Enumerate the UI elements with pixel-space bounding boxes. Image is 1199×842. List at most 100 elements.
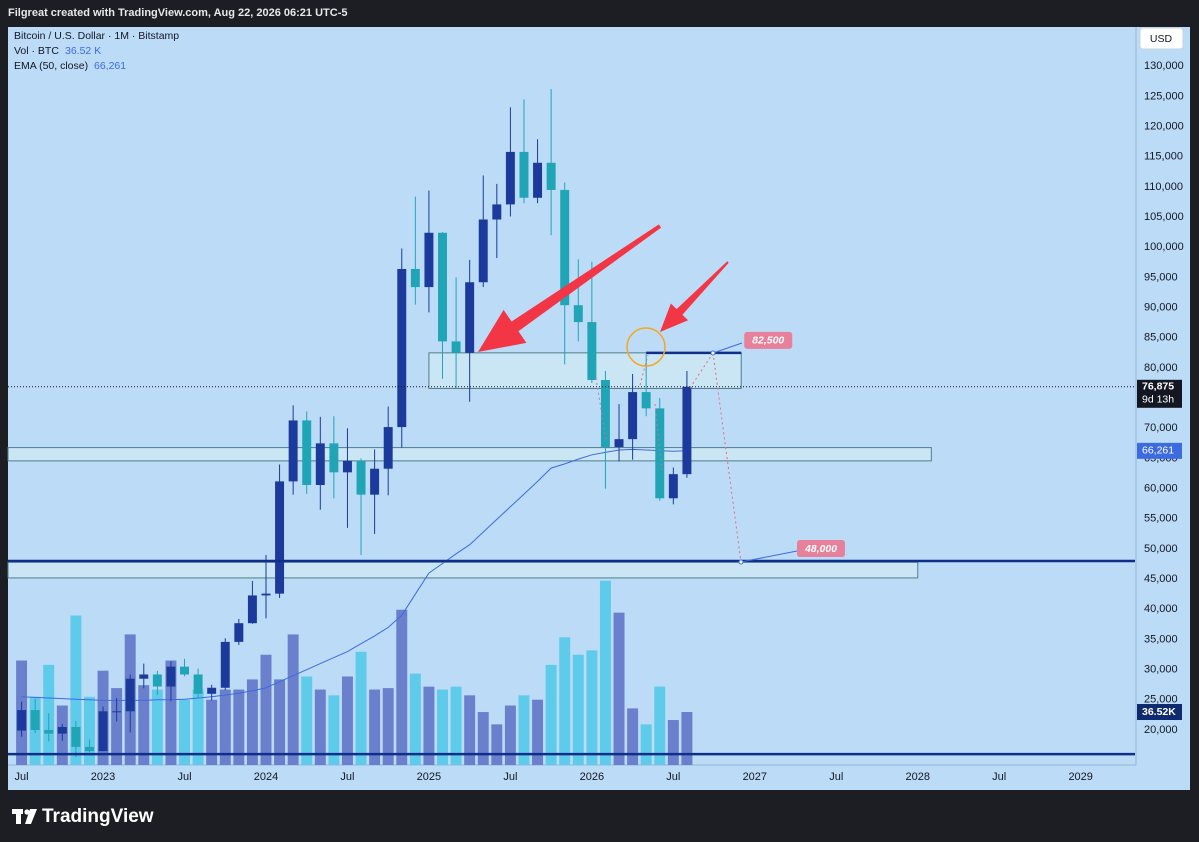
volume-bar bbox=[599, 580, 611, 765]
candle-body bbox=[533, 162, 543, 198]
candle-body bbox=[180, 666, 189, 675]
candle-body bbox=[492, 204, 502, 220]
candle-body bbox=[614, 439, 624, 447]
volume-bar bbox=[192, 689, 204, 765]
y-tick-label: 125,000 bbox=[1144, 90, 1184, 102]
volume-legend: Vol · BTC bbox=[14, 45, 59, 57]
candle-body bbox=[234, 623, 244, 642]
volume-bar bbox=[437, 689, 448, 765]
candle-body bbox=[220, 641, 230, 688]
volume-bar bbox=[328, 695, 340, 765]
candle-body bbox=[329, 443, 339, 473]
arrow bbox=[660, 261, 729, 332]
x-tick-label: 2028 bbox=[906, 771, 930, 783]
volume-bar bbox=[83, 696, 95, 765]
x-tick-label: 2026 bbox=[580, 771, 604, 783]
y-tick-label: 100,000 bbox=[1144, 241, 1184, 253]
candle-body bbox=[139, 674, 149, 679]
volume-bar bbox=[572, 654, 584, 765]
candle-body bbox=[641, 392, 651, 409]
volume-bar bbox=[301, 676, 313, 765]
y-tick-label: 130,000 bbox=[1144, 60, 1184, 72]
price-zone bbox=[428, 352, 742, 389]
volume-bar bbox=[640, 724, 652, 765]
candle-body bbox=[342, 460, 352, 473]
volume-bar bbox=[179, 699, 190, 765]
projection-line bbox=[639, 354, 649, 386]
y-tick-label: 35,000 bbox=[1144, 633, 1178, 645]
volume-bar bbox=[667, 720, 679, 765]
candle-body bbox=[546, 162, 556, 190]
highlight-circle bbox=[626, 327, 666, 367]
x-tick-label: 2023 bbox=[91, 771, 115, 783]
x-tick-label: Jul bbox=[15, 771, 29, 783]
projection-line bbox=[689, 352, 714, 389]
candle-body bbox=[84, 746, 94, 752]
candles-layer bbox=[17, 89, 692, 758]
candle-body bbox=[600, 380, 610, 447]
candle-body bbox=[465, 282, 475, 353]
symbol-title: Bitcoin / U.S. Dollar · 1M · Bitstamp bbox=[14, 30, 179, 42]
volume-bar bbox=[355, 651, 367, 765]
x-tick-label: Jul bbox=[666, 771, 680, 783]
y-tick-label: 45,000 bbox=[1144, 573, 1178, 585]
level-label-box bbox=[797, 540, 845, 558]
brand-logo bbox=[12, 809, 37, 824]
logo-part bbox=[24, 809, 30, 815]
volume-bar bbox=[369, 689, 381, 765]
ema-badge bbox=[1137, 442, 1182, 459]
anchor-point bbox=[710, 350, 716, 356]
volume-bar bbox=[654, 686, 666, 765]
countdown-label: 9d 13h bbox=[1142, 394, 1174, 406]
axes-layer: 20,000 25,000 30,000 35,000 40,000 45,000 50,0… bbox=[15, 60, 1184, 783]
candle-body bbox=[112, 711, 122, 713]
candle-body bbox=[519, 151, 529, 198]
candle-body bbox=[560, 189, 570, 306]
volume-bar bbox=[206, 699, 218, 765]
volume-bar bbox=[586, 650, 598, 765]
volume-bar bbox=[396, 609, 408, 765]
candle-body bbox=[98, 711, 108, 752]
volume-bar bbox=[464, 695, 476, 765]
volume-badge bbox=[1137, 704, 1182, 721]
last-price-badge bbox=[1137, 379, 1182, 408]
volume-bar bbox=[409, 673, 421, 765]
volume-bar bbox=[613, 612, 625, 765]
y-tick-label: 95,000 bbox=[1144, 271, 1178, 283]
candle-body bbox=[152, 674, 162, 687]
volume-bar bbox=[274, 679, 286, 765]
currency-button[interactable] bbox=[1139, 27, 1184, 50]
candle-body bbox=[166, 666, 176, 687]
level-label: 82,500 bbox=[752, 335, 784, 347]
candle-body bbox=[668, 474, 678, 499]
brand-name: TradingView bbox=[42, 806, 154, 827]
y-tick-label: 120,000 bbox=[1144, 120, 1184, 132]
volume-bar bbox=[518, 695, 530, 765]
y-tick-label: 55,000 bbox=[1144, 513, 1178, 525]
candle-body bbox=[17, 710, 27, 731]
candle-body bbox=[438, 232, 447, 342]
projection-line bbox=[712, 352, 742, 563]
candle-body bbox=[193, 674, 203, 694]
volume-bar bbox=[233, 689, 245, 765]
volume-bar bbox=[681, 712, 693, 765]
volume-bar bbox=[151, 689, 163, 765]
candle-body bbox=[275, 481, 285, 594]
candle-body bbox=[451, 341, 461, 353]
ema-axis-label: 66,261 bbox=[1142, 445, 1174, 457]
volume-bar bbox=[111, 688, 123, 765]
candle-body bbox=[315, 443, 325, 486]
projection-line bbox=[654, 403, 663, 471]
candle-body bbox=[247, 595, 257, 624]
projection-drawing bbox=[595, 352, 742, 563]
level-label: 48,000 bbox=[804, 543, 837, 555]
label-connector bbox=[712, 342, 743, 354]
ema-legend-value: 66,261 bbox=[94, 60, 126, 72]
y-tick-label: 40,000 bbox=[1144, 603, 1178, 615]
candle-body bbox=[628, 392, 638, 440]
candle-body bbox=[71, 726, 81, 747]
volume-bar bbox=[477, 712, 489, 765]
currency-label[interactable]: USD bbox=[1150, 33, 1173, 45]
candle-body bbox=[44, 730, 54, 734]
